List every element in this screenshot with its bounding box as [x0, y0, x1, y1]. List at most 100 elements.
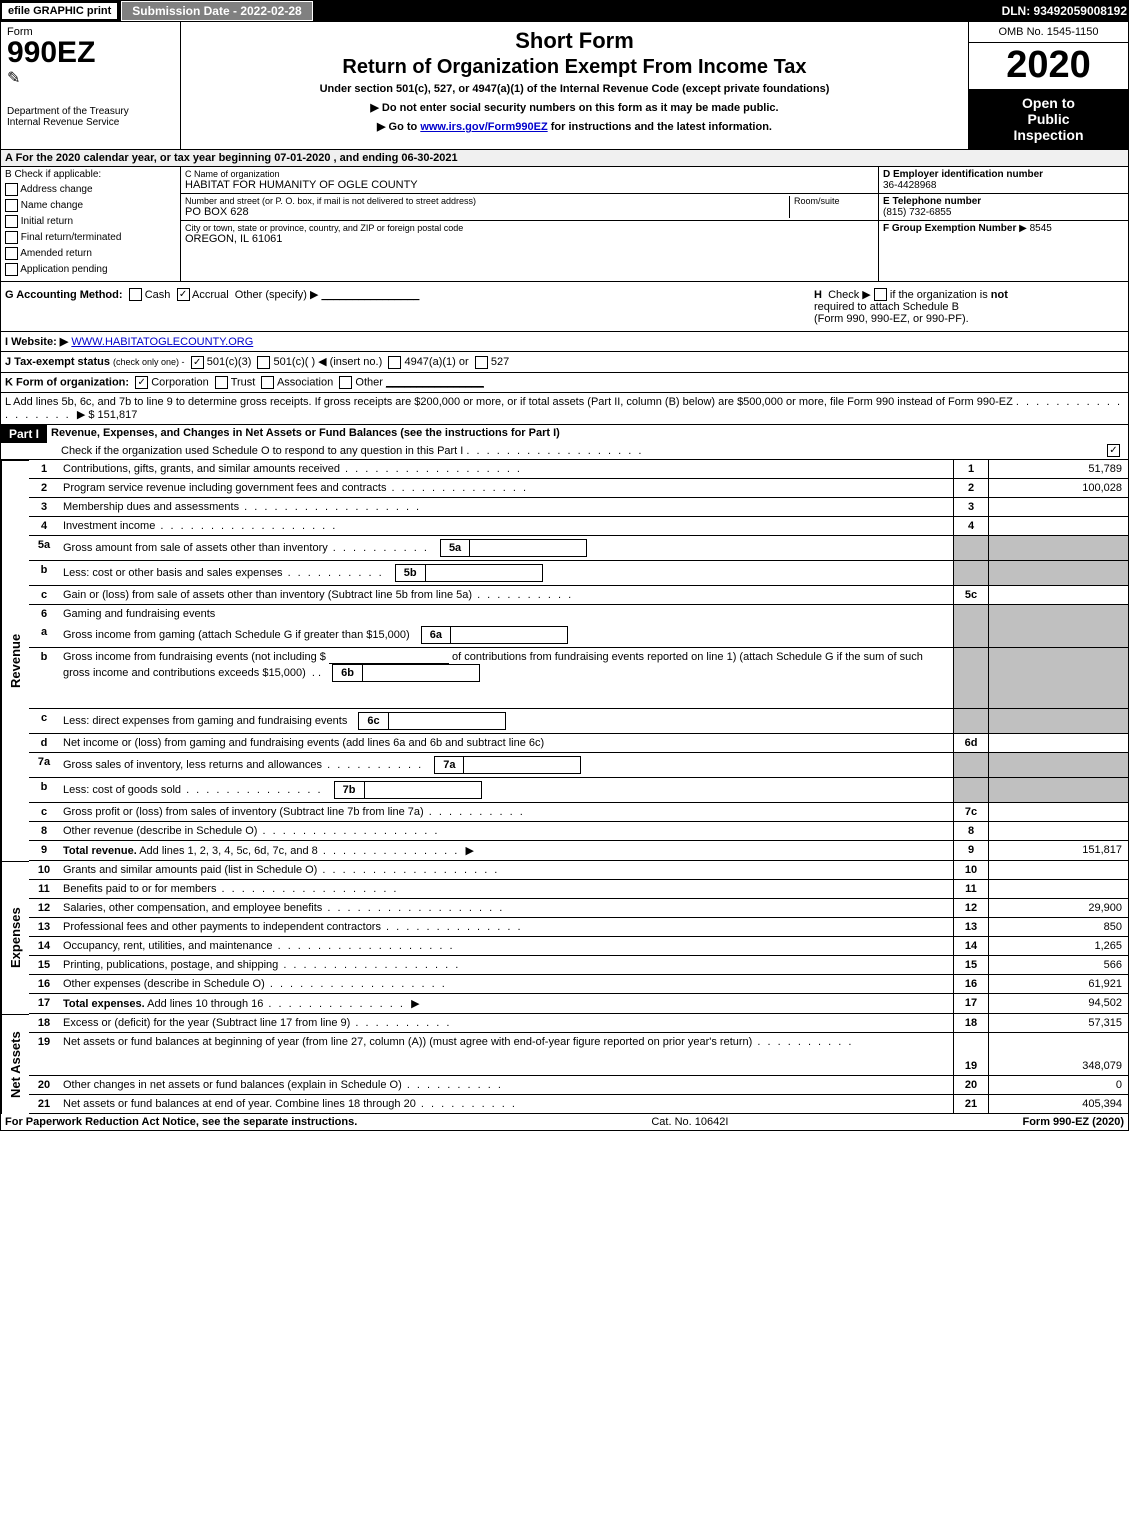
- line20-col: 20: [953, 1076, 988, 1095]
- line7a-desc: Gross sales of inventory, less returns a…: [59, 753, 953, 778]
- line17-col: 17: [953, 994, 988, 1014]
- k-row: K Form of organization: ✓ Corporation Tr…: [0, 373, 1129, 393]
- line14-num: 14: [29, 937, 59, 956]
- c-name-row: C Name of organization HABITAT FOR HUMAN…: [181, 167, 878, 194]
- g-other-line: ________________: [322, 289, 420, 301]
- line5b-amt-shaded: [988, 561, 1128, 586]
- line13-num: 13: [29, 918, 59, 937]
- line3-desc: Membership dues and assessments: [59, 498, 953, 517]
- c-name-label: C Name of organization: [185, 169, 874, 179]
- line19-col: 19: [953, 1033, 988, 1076]
- h-label-post: if the organization is: [890, 289, 991, 301]
- part1-dots: [466, 445, 643, 457]
- website-link[interactable]: WWW.HABITATOGLECOUNTY.ORG: [71, 336, 253, 348]
- line10-num: 10: [29, 861, 59, 880]
- line5a-num: 5a: [29, 536, 59, 561]
- line14-amt: 1,265: [988, 937, 1128, 956]
- b-amended-return[interactable]: Amended return: [5, 247, 176, 260]
- line6c-box-label: 6c: [359, 713, 388, 729]
- line2-desc: Program service revenue including govern…: [59, 479, 953, 498]
- d-row: D Employer identification number 36-4428…: [879, 167, 1128, 194]
- line19-amt: 348,079: [988, 1033, 1128, 1076]
- part1-checkbox[interactable]: ✓: [1107, 444, 1120, 457]
- line6c-col-shaded: [953, 709, 988, 734]
- line16-col: 16: [953, 975, 988, 994]
- line21-num: 21: [29, 1095, 59, 1114]
- b-name-change[interactable]: Name change: [5, 199, 176, 212]
- line5a-col-shaded: [953, 536, 988, 561]
- line17-amt: 94,502: [988, 994, 1128, 1014]
- line5c-col: 5c: [953, 586, 988, 605]
- footer-catno: Cat. No. 10642I: [651, 1116, 728, 1128]
- c-city-row: City or town, state or province, country…: [181, 221, 878, 247]
- line4-amt: [988, 517, 1128, 536]
- g-accrual-checkbox[interactable]: ✓: [177, 288, 190, 301]
- line7b-box-val: [365, 782, 481, 798]
- line20-desc: Other changes in net assets or fund bala…: [59, 1076, 953, 1095]
- line9-col: 9: [953, 841, 988, 861]
- j-527-checkbox[interactable]: [475, 356, 488, 369]
- line8-num: 8: [29, 822, 59, 841]
- line5a-desc: Gross amount from sale of assets other t…: [59, 536, 953, 561]
- line2-amt: 100,028: [988, 479, 1128, 498]
- notice-ssn: ▶ Do not enter social security numbers o…: [189, 101, 960, 114]
- k-trust-checkbox[interactable]: [215, 376, 228, 389]
- c-addr-label: Number and street (or P. O. box, if mail…: [185, 196, 789, 206]
- i-label: I Website: ▶: [5, 336, 68, 348]
- line7a-num: 7a: [29, 753, 59, 778]
- irs-label: Internal Revenue Service: [7, 117, 174, 128]
- revenue-side-label: Revenue: [1, 460, 29, 861]
- g-cash-checkbox[interactable]: [129, 288, 142, 301]
- short-form-title: Short Form: [189, 28, 960, 54]
- line10-col: 10: [953, 861, 988, 880]
- k-label: K Form of organization:: [5, 376, 129, 388]
- j-row: J Tax-exempt status (check only one) - ✓…: [0, 352, 1129, 373]
- line13-amt: 850: [988, 918, 1128, 937]
- irs-link[interactable]: www.irs.gov/Form990EZ: [420, 121, 547, 133]
- line7c-amt: [988, 803, 1128, 822]
- line14-desc: Occupancy, rent, utilities, and maintena…: [59, 937, 953, 956]
- line6-col-shaded: [953, 605, 988, 623]
- line2-num: 2: [29, 479, 59, 498]
- efile-badge[interactable]: efile GRAPHIC print: [2, 3, 117, 19]
- main-table: Revenue 1 Contributions, gifts, grants, …: [0, 460, 1129, 1114]
- b-application-pending[interactable]: Application pending: [5, 263, 176, 276]
- line6c-box-val: [389, 713, 505, 729]
- j-501c-checkbox[interactable]: [257, 356, 270, 369]
- j-501c3-checkbox[interactable]: ✓: [191, 356, 204, 369]
- line6d-desc: Net income or (loss) from gaming and fun…: [59, 734, 953, 753]
- line1-amt: 51,789: [988, 460, 1128, 479]
- line8-amt: [988, 822, 1128, 841]
- form-header: Form 990EZ ✎ Department of the Treasury …: [0, 22, 1129, 150]
- tax-year: 2020: [969, 43, 1128, 89]
- line5b-col-shaded: [953, 561, 988, 586]
- k-assoc-checkbox[interactable]: [261, 376, 274, 389]
- line15-amt: 566: [988, 956, 1128, 975]
- c-room-label: Room/suite: [794, 196, 874, 206]
- notice-goto: ▶ Go to www.irs.gov/Form990EZ for instru…: [189, 120, 960, 133]
- k-corp-checkbox[interactable]: ✓: [135, 376, 148, 389]
- line13-desc: Professional fees and other payments to …: [59, 918, 953, 937]
- e-value: (815) 732-6855: [883, 207, 1124, 218]
- footer-paperwork: For Paperwork Reduction Act Notice, see …: [5, 1116, 357, 1128]
- line6b-box-val: [363, 665, 479, 681]
- i-row: I Website: ▶ WWW.HABITATOGLECOUNTY.ORG: [0, 332, 1129, 352]
- j-4947-checkbox[interactable]: [388, 356, 401, 369]
- b-address-change[interactable]: Address change: [5, 183, 176, 196]
- def-box: D Employer identification number 36-4428…: [878, 167, 1128, 281]
- line15-desc: Printing, publications, postage, and shi…: [59, 956, 953, 975]
- line4-col: 4: [953, 517, 988, 536]
- l-amount: $ 151,817: [88, 409, 137, 421]
- line9-amt: 151,817: [988, 841, 1128, 861]
- line18-amt: 57,315: [988, 1014, 1128, 1033]
- treasury-crest-icon: ✎: [7, 68, 174, 88]
- b-initial-return[interactable]: Initial return: [5, 215, 176, 228]
- line20-num: 20: [29, 1076, 59, 1095]
- k-other-checkbox[interactable]: [339, 376, 352, 389]
- b-final-return[interactable]: Final return/terminated: [5, 231, 176, 244]
- h-checkbox[interactable]: [874, 288, 887, 301]
- j-501c: 501(c)( ) ◀ (insert no.): [274, 356, 383, 368]
- top-bar-left: efile GRAPHIC print Submission Date - 20…: [2, 1, 313, 21]
- l-text: L Add lines 5b, 6c, and 7b to line 9 to …: [5, 396, 1013, 408]
- f-label: F Group Exemption Number: [883, 223, 1016, 234]
